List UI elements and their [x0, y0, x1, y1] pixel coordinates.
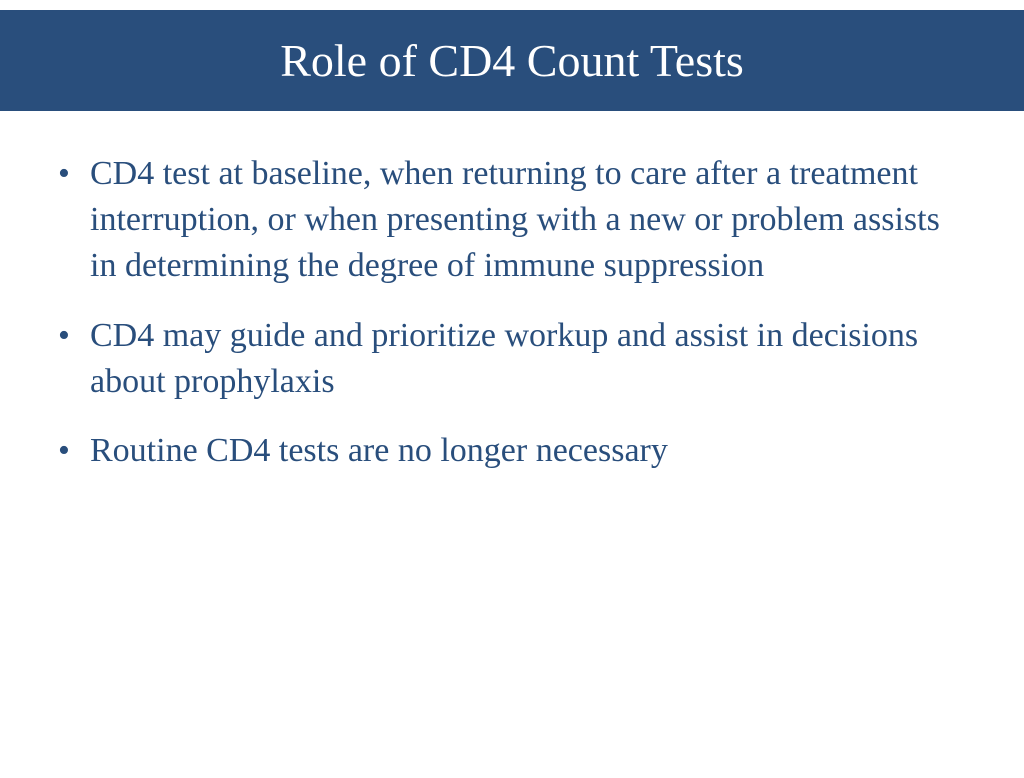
list-item: CD4 may guide and prioritize workup and … — [50, 313, 974, 405]
bullet-list: CD4 test at baseline, when returning to … — [50, 151, 974, 474]
bullet-text: Routine CD4 tests are no longer necessar… — [90, 432, 668, 469]
slide-title-bar: Role of CD4 Count Tests — [0, 10, 1024, 111]
slide-content: CD4 test at baseline, when returning to … — [0, 111, 1024, 474]
bullet-text: CD4 may guide and prioritize workup and … — [90, 317, 918, 400]
bullet-text: CD4 test at baseline, when returning to … — [90, 155, 940, 284]
slide-title: Role of CD4 Count Tests — [280, 35, 744, 86]
list-item: CD4 test at baseline, when returning to … — [50, 151, 974, 289]
list-item: Routine CD4 tests are no longer necessar… — [50, 428, 974, 474]
